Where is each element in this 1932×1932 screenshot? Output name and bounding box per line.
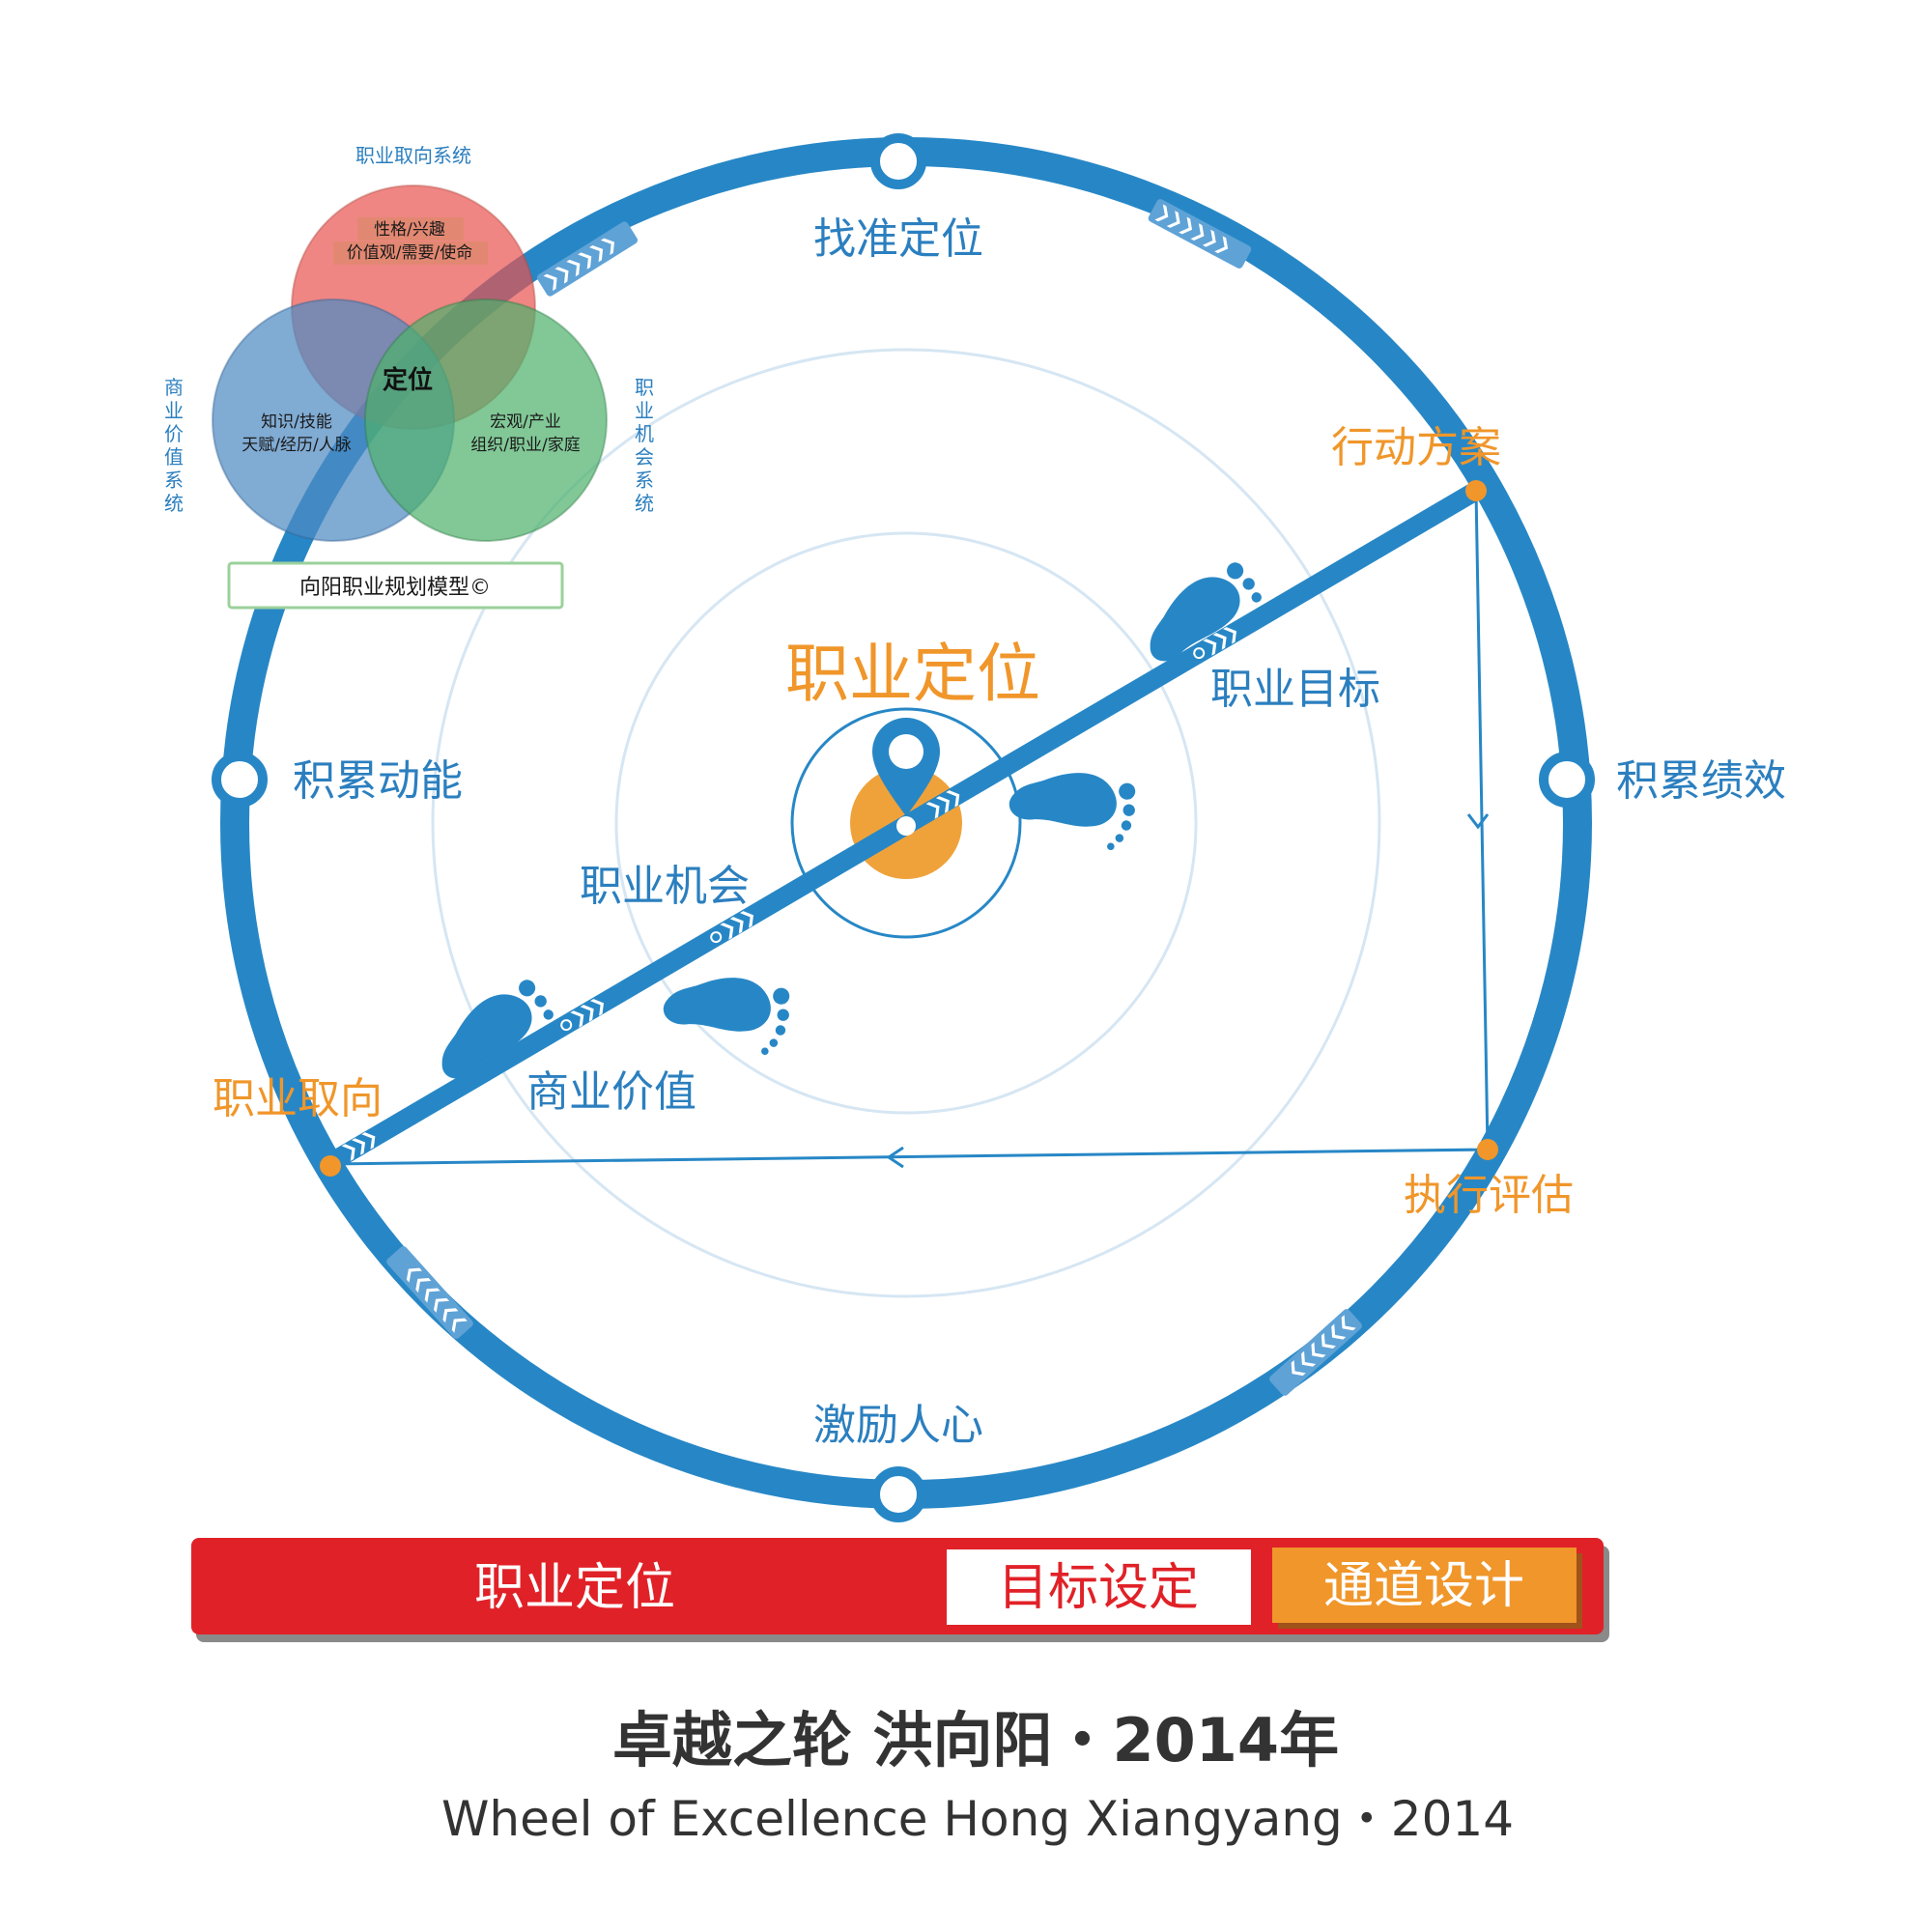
label-career-orientation: 职业取向 [213, 1074, 383, 1123]
path-chevrons-3 [710, 907, 758, 944]
phase1-label: 职业定位 [474, 1559, 675, 1617]
knob-right [1539, 752, 1595, 808]
footer-title-cn: 卓越之轮 洪向阳・2014年 [612, 1705, 1339, 1776]
arrow-down-icon [1466, 813, 1490, 830]
phase2-box [947, 1549, 1251, 1625]
venn-green-line1: 宏观/产业 [490, 412, 561, 432]
ring-chevrons-bottom-left [386, 1246, 473, 1339]
node-career-orientation [320, 1155, 341, 1177]
compass-right-label: 积累绩效 [1616, 756, 1786, 806]
venn-blue-line1: 知识/技能 [261, 412, 332, 432]
knob-bottom [870, 1466, 926, 1522]
path-chevrons-5 [1193, 623, 1241, 660]
model-name-label: 向阳职业规划模型© [299, 576, 491, 600]
center-ring [790, 707, 1022, 939]
phase3-label: 通道设计 [1323, 1557, 1524, 1615]
label-business-value: 商业价值 [526, 1067, 696, 1117]
node-action-plan [1465, 480, 1487, 501]
footer-title-en: Wheel of Excellence Hong Xiangyang・2014 [441, 1791, 1514, 1847]
label-career-opportunity: 职业机会 [580, 862, 750, 911]
label-execution-eval: 执行评估 [1404, 1171, 1574, 1220]
label-action-plan: 行动方案 [1331, 423, 1501, 472]
model-name-box [227, 561, 564, 610]
line-eval-to-orientation [327, 1148, 1489, 1166]
venn-green-line2: 组织/职业/家庭 [470, 436, 580, 455]
path-chevrons-2 [560, 995, 609, 1032]
phase2-label: 目标设定 [998, 1559, 1199, 1617]
label-career-goal: 职业目标 [1210, 665, 1380, 714]
venn-center-label: 定位 [383, 365, 433, 395]
venn-top-label: 职业取向系统 [355, 144, 471, 167]
center-title: 职业定位 [785, 637, 1040, 711]
arrow-left-icon [886, 1146, 904, 1169]
knob-top [870, 133, 926, 189]
venn-diagram: 性格/兴趣 价值观/需要/使命 知识/技能 天赋/经历/人脉 宏观/产业 组织/… [164, 144, 654, 610]
venn-blue-line2: 天赋/经历/人脉 [242, 436, 351, 455]
venn-red-line1: 性格/兴趣 [374, 220, 445, 240]
ring-chevrons-top-left [536, 221, 639, 297]
node-execution-eval [1477, 1139, 1498, 1160]
venn-left-label: 商业价值系统 [164, 376, 184, 515]
compass-left-label: 积累动能 [293, 756, 463, 806]
venn-red-line2: 价值观/需要/使命 [347, 242, 472, 263]
phase-bar: 职业定位 目标设定 通道设计 [191, 1538, 1609, 1642]
ring-chevrons-top-right [1148, 199, 1252, 269]
venn-right-label: 职业机会系统 [635, 376, 654, 515]
ring-chevrons-bottom-right [1269, 1309, 1362, 1396]
faint-ring-outer [431, 348, 1381, 1298]
venn-green-circle [364, 298, 608, 542]
phase3-box [1272, 1548, 1577, 1623]
location-pin-icon [872, 718, 940, 836]
knob-left [212, 752, 268, 808]
faint-ring-middle [614, 531, 1198, 1115]
compass-top-label: 找准定位 [813, 214, 983, 264]
compass-bottom-label: 激励人心 [813, 1401, 983, 1450]
